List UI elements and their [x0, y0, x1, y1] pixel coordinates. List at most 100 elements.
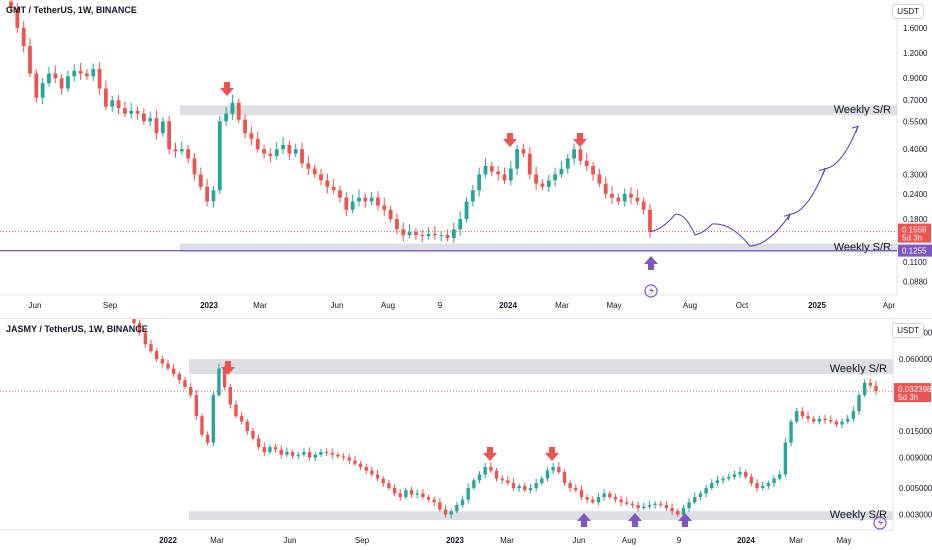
candle-body [574, 488, 578, 491]
candle-body [443, 509, 448, 515]
x-tick-label: 2023 [200, 301, 218, 310]
candle-body [630, 503, 635, 506]
candle-body [217, 121, 222, 191]
candle-body [477, 474, 482, 481]
candle-body [350, 201, 355, 210]
candle-body [415, 493, 419, 495]
candle-body [249, 133, 254, 139]
candle-body [828, 420, 833, 422]
candle-body [698, 493, 703, 498]
candle-body [806, 416, 810, 419]
x-tick-label: 2025 [808, 301, 826, 310]
candle-body [173, 149, 178, 152]
x-tick-label: Sep [355, 536, 370, 545]
y-tick-label: 0.4000 [903, 145, 928, 154]
alert-icon [644, 284, 658, 298]
candle-body [591, 166, 595, 175]
candle-body [642, 506, 646, 509]
candle-body [85, 73, 89, 77]
candle-body [749, 476, 754, 484]
gmt-symbol-title[interactable]: GMT / TetherUS, 1W, BINANCE [6, 5, 137, 15]
candle-body [648, 209, 652, 232]
candle-body [211, 395, 215, 443]
candle-body [449, 511, 453, 515]
candle-body [455, 505, 459, 512]
candle-body [347, 457, 351, 461]
candle-body [78, 70, 83, 74]
candle-body [66, 76, 70, 89]
candle-body [34, 73, 39, 98]
candle-body [766, 483, 771, 487]
candle-body [338, 190, 342, 198]
candle-body [546, 180, 551, 187]
candle-body [496, 171, 501, 175]
candle-body [167, 121, 172, 150]
candle-body [245, 421, 249, 432]
candle-body [732, 474, 737, 477]
candle-body [256, 438, 261, 448]
gmt-chart-panel[interactable]: Weekly S/R Weekly S/R 1.6000 1.2000 0.9000 0.… [0, 0, 932, 318]
x-tick-label: Jun [284, 536, 297, 545]
jasmy-symbol-title[interactable]: JASMY / TetherUS, 1W, BINANCE [6, 324, 148, 334]
candle-body [331, 186, 336, 191]
x-tick-label: Apr [883, 301, 896, 310]
x-tick-label: Sep [103, 301, 118, 310]
x-tick-label: Mar [253, 301, 267, 310]
jasmy-currency-badge[interactable]: USDT [892, 323, 924, 338]
gmt-chart-svg[interactable]: Weekly S/R Weekly S/R 1.6000 1.2000 0.9000 0.… [0, 0, 932, 318]
candle-body [293, 149, 298, 154]
candle-body [15, 8, 20, 28]
candle-body [53, 73, 58, 79]
candle-body [183, 380, 187, 388]
pane-divider[interactable] [0, 318, 932, 319]
candle-body [47, 73, 51, 84]
candle-body [141, 113, 146, 122]
candle-body [565, 158, 570, 169]
x-tick-label: Jun [331, 301, 344, 310]
projection-arrowhead [783, 213, 791, 221]
candle-body [369, 197, 374, 202]
candle-body [407, 232, 412, 235]
candle-body [629, 193, 633, 198]
gmt-currency-badge[interactable]: USDT [892, 4, 924, 19]
y-tick-label: 0.9000 [903, 74, 928, 83]
alert-icon [873, 516, 887, 530]
candle-body [325, 180, 330, 187]
sr-zone-label-0: Weekly S/R [830, 363, 887, 375]
candle-body [154, 118, 159, 134]
candle-body [562, 472, 567, 484]
last-price-countdown: 5d 3h [902, 234, 922, 243]
candle-body [313, 454, 317, 458]
x-tick-label: 9 [438, 301, 443, 310]
candle-body [358, 463, 363, 468]
candle-body [545, 470, 550, 479]
candle-body [268, 447, 272, 453]
candle-body [438, 502, 442, 510]
candle-body [553, 174, 557, 181]
candle-body [534, 174, 539, 184]
candle-body [460, 499, 465, 506]
candle-body [376, 197, 380, 206]
candle-body [489, 166, 494, 172]
candle-body [508, 168, 513, 181]
candle-body [458, 219, 463, 230]
horizontal-line-badge [898, 244, 932, 257]
sr-zone-1 [189, 511, 893, 521]
projection-arrowhead [818, 167, 826, 175]
candle-body [72, 70, 77, 77]
candle-body [110, 100, 115, 107]
candle-body [506, 480, 510, 484]
candle-body [319, 452, 323, 455]
x-tick-label: Mar [555, 301, 569, 310]
candle-body [409, 490, 414, 495]
candle-body [330, 453, 334, 455]
candle-body [445, 234, 450, 238]
y-tick-label: 0.0880 [903, 278, 928, 287]
x-tick-label: Jun [29, 301, 42, 310]
candle-body [795, 411, 799, 422]
candle-body [143, 332, 148, 345]
candle-body [540, 478, 544, 484]
candle-body [483, 467, 487, 475]
